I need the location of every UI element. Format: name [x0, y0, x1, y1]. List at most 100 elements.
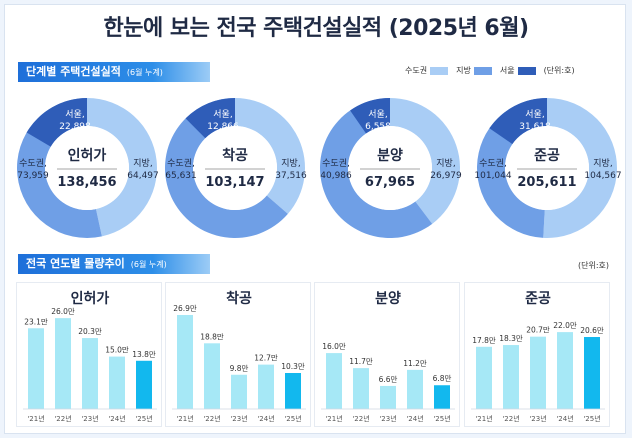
legend-label-metro: 수도권	[405, 66, 428, 75]
bar-value-label: 13.8만	[132, 350, 156, 359]
x-tick-label: '25년	[284, 414, 301, 423]
x-tick-label: '22년	[54, 414, 71, 423]
slice-seoul	[185, 98, 235, 139]
x-tick-label: '21년	[27, 414, 44, 423]
local-value: 64,497	[127, 171, 159, 181]
donut-center-title: 인허가	[68, 147, 107, 164]
seoul-label: 서울,	[213, 109, 232, 120]
section-banner-trend: 전국 연도별 물량추이 (6월 누계)	[18, 254, 210, 274]
local-value: 104,567	[584, 171, 621, 181]
bar	[353, 368, 369, 409]
slice-seoul	[489, 98, 547, 145]
bar	[326, 353, 342, 409]
section-subtitle: (6월 누계)	[126, 68, 163, 77]
metro-label: 수도권,	[479, 157, 507, 169]
x-tick-label: '24년	[108, 414, 125, 423]
donut-center-title: 분양	[377, 148, 403, 164]
section-subtitle: (6월 누계)	[130, 260, 167, 269]
bar-value-label: 11.7만	[349, 357, 373, 366]
bar-chart-1: 인허가 23.1만 '21년 26.0만 '22년 20.3만 '23년 15.0만 '24년 1…	[23, 290, 157, 423]
x-tick-label: '21년	[176, 414, 193, 423]
bar-value-label: 10.3만	[281, 362, 305, 371]
x-tick-label: '24년	[406, 414, 423, 423]
bar-value-label: 6.6만	[379, 375, 398, 384]
slice-local	[235, 98, 305, 214]
bar-value-label: 20.3만	[78, 327, 102, 336]
bar	[258, 364, 274, 409]
bar-value-label: 20.7만	[526, 326, 550, 335]
x-tick-label: '23년	[81, 414, 98, 423]
bar	[285, 373, 301, 409]
bar-chart-title: 분양	[375, 291, 401, 307]
x-tick-label: '22년	[203, 414, 220, 423]
unit-label: (단위:호)	[578, 261, 610, 270]
bar	[204, 343, 220, 409]
bar	[530, 336, 546, 409]
bar	[82, 338, 98, 409]
donut-hole	[45, 126, 129, 210]
x-tick-label: '23년	[379, 414, 396, 423]
legend-swatch-local	[473, 66, 492, 75]
x-tick-label: '21년	[475, 414, 492, 423]
donut-center-title: 착공	[222, 147, 248, 164]
bar	[476, 346, 492, 409]
bar-value-label: 22.0만	[553, 321, 577, 330]
donut-center-title: 준공	[534, 148, 560, 164]
x-tick-label: '24년	[556, 414, 573, 423]
donut-3: 분양 67,965 서울, 6,558 수도권, 40,986 지방, 26,979	[319, 98, 462, 239]
bar-panel-sale: 분양 16.0만 '21년 11.7만 '22년 6.6만 '23년 11.2만 '24년 6.8…	[314, 282, 460, 427]
donut-hole	[348, 126, 432, 210]
x-tick-label: '21년	[325, 414, 342, 423]
donut-center-total: 205,611	[517, 175, 576, 190]
donut-center-total: 138,456	[57, 175, 116, 190]
seoul-label: 서울,	[368, 109, 387, 120]
bar	[28, 328, 44, 409]
bar	[557, 332, 573, 409]
donut-2: 착공 103,147 서울, 12,866 수도권, 65,631 지방, 37,516	[165, 98, 307, 238]
bar-value-label: 23.1만	[24, 317, 48, 326]
bar-chart-title: 준공	[525, 291, 551, 307]
local-label: 지방,	[133, 158, 152, 169]
bar-value-label: 18.8만	[200, 332, 224, 341]
legend-unit: (단위:호)	[543, 66, 575, 75]
legend: 수도권 지방 서울 (단위:호)	[405, 65, 575, 76]
seoul-value: 22,898	[59, 122, 91, 132]
bar	[177, 315, 193, 409]
bar-value-label: 26.9만	[173, 304, 197, 313]
bar	[380, 385, 396, 409]
bar-value-label: 18.3만	[499, 334, 523, 343]
bar-value-label: 11.2만	[403, 359, 427, 368]
metro-label: 수도권,	[167, 157, 195, 169]
x-tick-label: '23년	[529, 414, 546, 423]
donut-center-total: 67,965	[365, 175, 415, 190]
x-tick-label: '22년	[352, 414, 369, 423]
donut-center-total: 103,147	[205, 175, 264, 190]
bar-value-label: 12.7만	[254, 354, 278, 363]
bar	[55, 318, 71, 409]
bar-panel-start: 착공 26.9만 '21년 18.8만 '22년 9.8만 '23년 12.7만 '24년 10.…	[165, 282, 311, 427]
bar	[231, 374, 247, 409]
metro-value: 73,959	[17, 171, 49, 181]
bar	[584, 337, 600, 409]
seoul-value: 12,866	[207, 122, 239, 132]
bar-chart-3: 분양 16.0만 '21년 11.7만 '22년 6.6만 '23년 11.2만 '24년 6.8…	[321, 291, 455, 423]
legend-swatch-metro	[430, 66, 449, 75]
seoul-value: 31,618	[519, 122, 551, 132]
slice-seoul	[26, 98, 87, 147]
bar	[136, 360, 152, 409]
x-tick-label: '23년	[230, 414, 247, 423]
bar	[109, 356, 125, 409]
slice-local	[543, 98, 618, 238]
x-tick-label: '25년	[433, 414, 450, 423]
slice-local	[390, 98, 460, 224]
section-banner-stage: 단계별 주택건설실적 (6월 누계)	[18, 62, 210, 82]
bar-value-label: 20.6만	[580, 326, 604, 335]
bar-value-label: 17.8만	[472, 336, 496, 345]
bar-panel-permit: 인허가 23.1만 '21년 26.0만 '22년 20.3만 '23년 15.0만 '24년 1…	[16, 282, 162, 427]
local-label: 지방,	[593, 158, 612, 169]
donut-1: 인허가 138,456 서울, 22,898 수도권, 73,959 지방, 64,497	[16, 98, 159, 238]
bar-chart-4: 준공 17.8만 '21년 18.3만 '22년 20.7만 '23년 22.0만 '24년 20…	[471, 291, 605, 423]
x-tick-label: '25년	[135, 414, 152, 423]
bar-value-label: 9.8만	[230, 364, 249, 373]
seoul-label: 서울,	[65, 109, 84, 120]
